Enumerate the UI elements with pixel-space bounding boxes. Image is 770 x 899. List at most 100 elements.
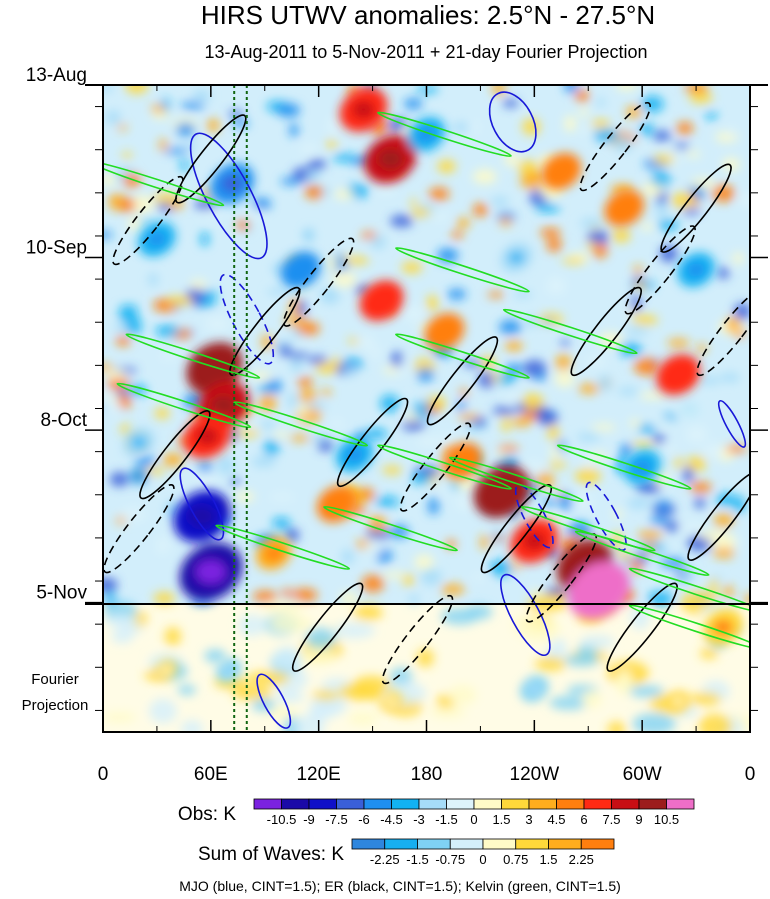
projection-cell [273, 646, 302, 671]
er-contour [426, 336, 499, 426]
kelvin-contour [323, 505, 458, 552]
noise-cell [332, 153, 357, 163]
noise-cell [581, 125, 595, 136]
noise-cell [713, 513, 734, 528]
projection-cell [204, 649, 226, 663]
noise-cell [702, 443, 724, 459]
noise-cell [326, 256, 338, 271]
kelvin-contour [556, 444, 692, 490]
projection-cell [103, 600, 138, 621]
waves-colorbar-swatch [580, 838, 615, 850]
noise-cell [317, 439, 334, 452]
obs-colorbar-swatch [638, 798, 667, 810]
noise-cell [676, 121, 694, 135]
noise-cell [539, 227, 561, 238]
projection-background [103, 604, 750, 732]
noise-cell [403, 306, 426, 322]
obs-colorbar-level-label: -4.5 [380, 812, 402, 827]
noise-cell [659, 244, 678, 263]
noise-cell [504, 153, 521, 167]
noise-cell [109, 472, 129, 487]
noise-cell [489, 559, 513, 577]
obs-colorbar-swatch [473, 798, 502, 810]
noise-cell [576, 433, 601, 442]
anomaly-core [345, 447, 364, 462]
noise-cell [158, 138, 168, 152]
x-tick-label: 120E [296, 764, 340, 785]
kelvin-contour [448, 456, 584, 503]
noise-cell [445, 539, 457, 549]
kelvin-contour [125, 333, 261, 379]
noise-cell [522, 360, 547, 378]
noise-cell [203, 289, 217, 301]
noise-cell [235, 491, 255, 502]
noise-cell [546, 238, 562, 252]
noise-cell [153, 591, 176, 605]
anomaly-core [160, 666, 172, 675]
noise-cell [271, 517, 291, 529]
projection-cell [630, 603, 650, 630]
noise-cell [332, 271, 357, 288]
noise-cell [266, 288, 289, 296]
noise-cell [401, 420, 426, 431]
obs-colorbar-swatch [611, 798, 640, 810]
noise-cell [427, 211, 450, 221]
projection-cell [104, 615, 139, 628]
noise-cell [205, 316, 230, 331]
obs-colorbar-swatch [253, 798, 282, 810]
noise-cell [524, 171, 544, 181]
er-contour [381, 594, 454, 685]
waves-colorbar-swatch [548, 838, 582, 850]
noise-cell [686, 151, 701, 158]
noise-cell [657, 499, 669, 513]
noise-cell [492, 406, 516, 416]
noise-cell [505, 340, 523, 352]
noise-cell [458, 413, 480, 422]
noise-cell [546, 277, 566, 295]
er-contour [687, 471, 750, 561]
noise-cell [499, 217, 513, 227]
noise-cell [192, 89, 212, 102]
noise-cell [424, 405, 442, 414]
noise-cell [417, 367, 434, 382]
noise-cell [696, 344, 707, 353]
noise-cell [732, 252, 744, 265]
noise-cell [200, 231, 210, 247]
noise-cell [551, 444, 561, 460]
noise-cell [125, 317, 142, 336]
noise-cell [269, 493, 295, 501]
noise-cell [196, 471, 214, 489]
noise-cell [217, 456, 235, 475]
noise-cell [284, 528, 300, 542]
noise-cell [493, 534, 504, 542]
projection-cell [295, 713, 326, 732]
noise-cell [156, 537, 170, 554]
noise-cell [499, 455, 518, 469]
noise-cell [705, 111, 718, 120]
noise-cell [348, 337, 359, 345]
waves-colorbar-swatch [515, 838, 549, 850]
noise-cell [179, 159, 189, 171]
noise-cell [129, 467, 148, 485]
noise-cell [194, 199, 218, 211]
noise-cell [365, 428, 388, 440]
noise-cell [719, 372, 740, 383]
projection-cell [177, 684, 196, 696]
wave-contour-layer [103, 91, 750, 729]
anomaly-core [551, 163, 571, 179]
projection-cell [699, 648, 719, 660]
noise-cell [288, 352, 309, 360]
noise-cell [306, 170, 321, 182]
er-contour [103, 483, 175, 574]
noise-cell [103, 399, 121, 414]
noise-cell [512, 416, 532, 427]
noise-cell [529, 589, 542, 596]
noise-cell [472, 169, 497, 185]
anomaly-core [584, 578, 614, 602]
noise-cell [259, 420, 277, 430]
obs-colorbar-swatch [391, 798, 420, 810]
noise-cell [647, 591, 673, 607]
noise-cell [717, 267, 730, 280]
noise-cell [306, 227, 315, 244]
noise-cell [152, 192, 178, 204]
